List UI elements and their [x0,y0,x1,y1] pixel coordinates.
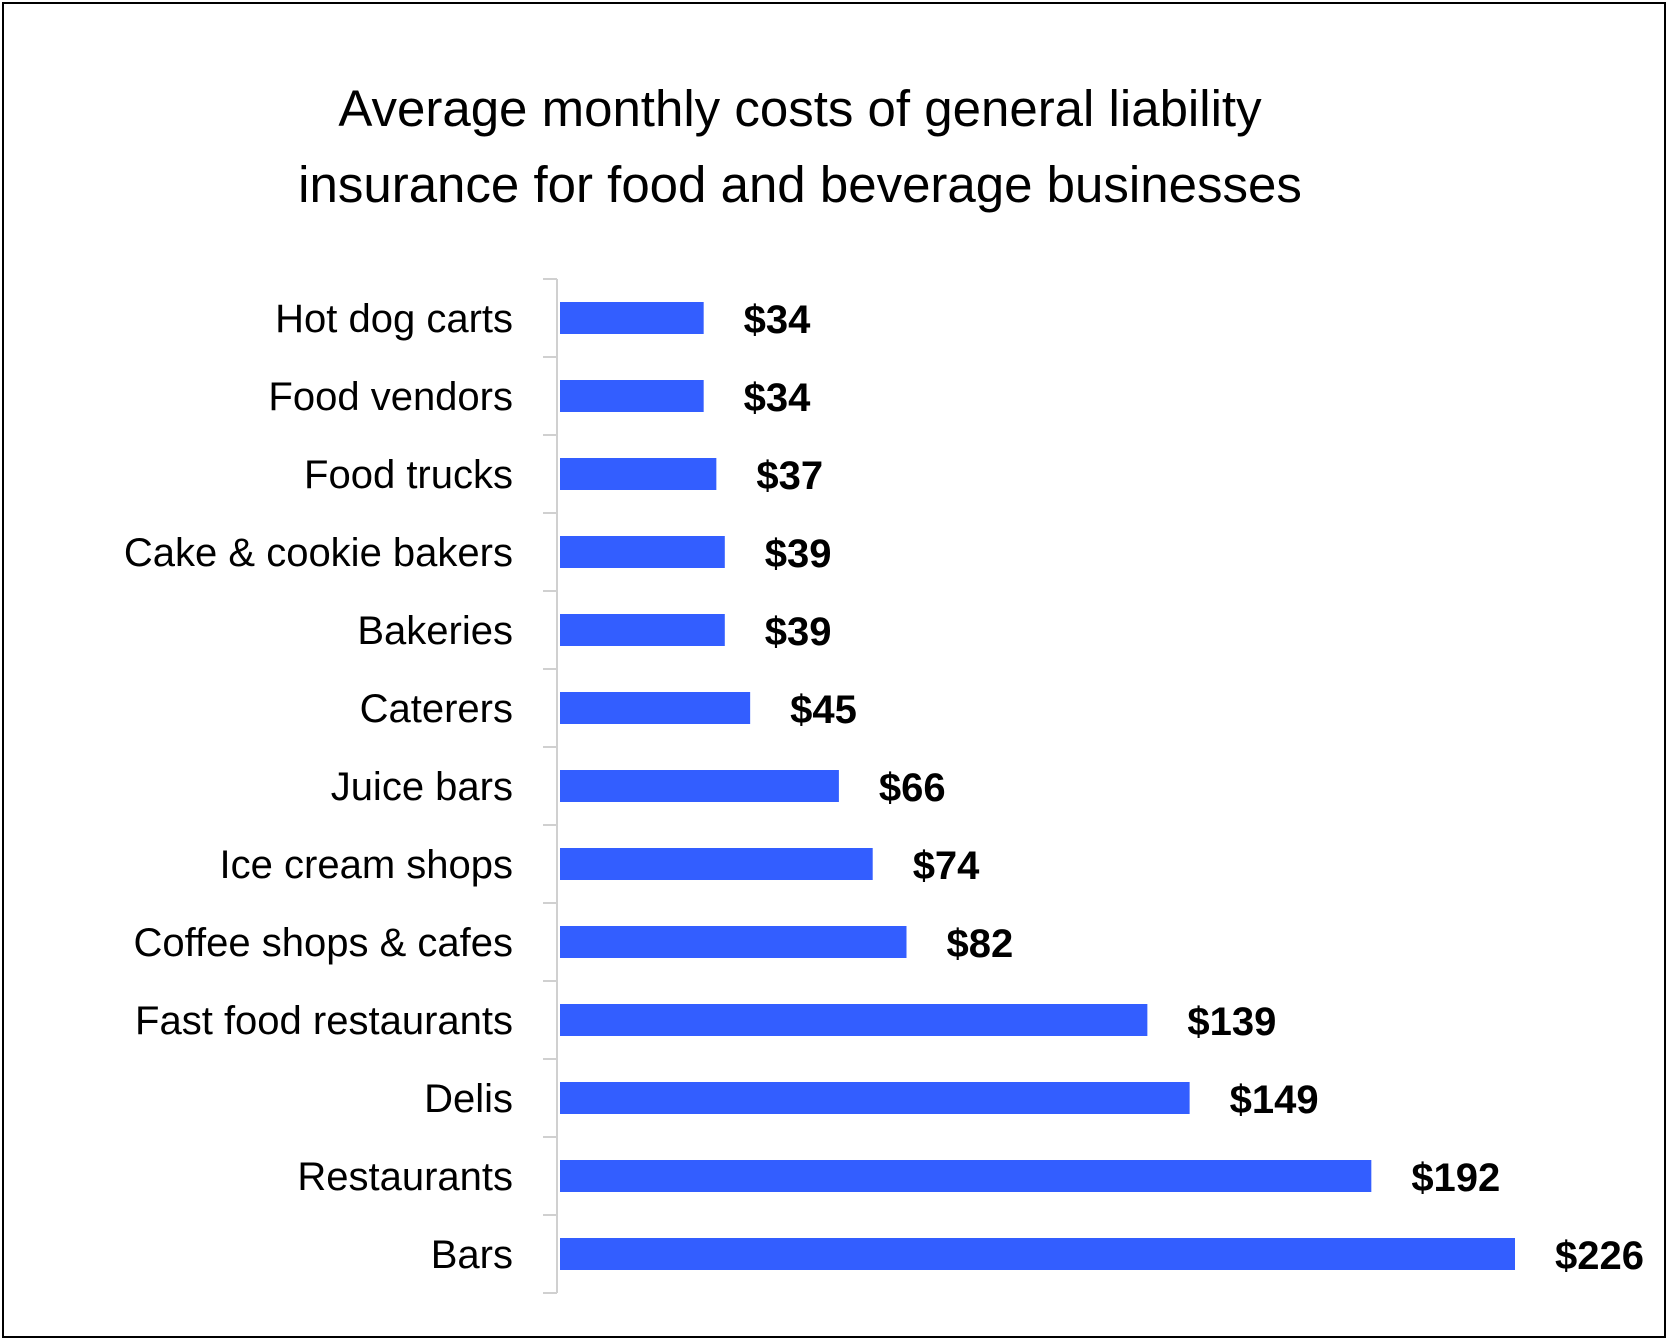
category-label: Delis [424,1077,513,1121]
bar [560,770,839,802]
bar [560,458,717,490]
category-label: Food vendors [268,375,513,419]
category-label: Ice cream shops [220,843,513,887]
category-label: Cake & cookie bakers [124,531,513,575]
value-label: $45 [790,688,857,732]
bar [560,692,751,724]
category-label: Bakeries [357,609,513,653]
value-label: $39 [765,532,832,576]
bar [560,302,704,334]
value-label: $139 [1187,1000,1276,1044]
value-label: $34 [744,298,811,342]
value-label: $82 [947,922,1014,966]
category-label: Juice bars [331,765,513,809]
category-label: Caterers [360,687,513,731]
bar [560,848,873,880]
category-label: Restaurants [297,1155,513,1199]
category-label: Hot dog carts [275,297,513,341]
bar [560,614,725,646]
category-label: Food trucks [304,453,513,497]
bar [560,536,725,568]
bar-chart: Average monthly costs of general liabili… [124,80,1644,1294]
category-label: Bars [431,1233,513,1277]
value-label: $66 [879,766,946,810]
value-label: $226 [1555,1234,1644,1278]
value-label: $34 [744,376,811,420]
bar [560,926,907,958]
bar [560,380,704,412]
value-label: $37 [756,454,823,498]
chart-title-line-2: insurance for food and beverage business… [298,156,1302,213]
bars [560,302,1515,1270]
chart-title-line-1: Average monthly costs of general liabili… [338,80,1262,137]
value-label: $192 [1411,1156,1500,1200]
category-axis [543,278,558,1294]
value-label: $149 [1230,1078,1319,1122]
category-label: Coffee shops & cafes [134,921,514,965]
value-label: $39 [765,610,832,654]
category-label: Fast food restaurants [135,999,513,1043]
value-label: $74 [913,844,980,888]
category-labels: Hot dog carts Food vendors Food trucks Cake… [124,297,513,1277]
bar [560,1082,1190,1114]
bar [560,1004,1148,1036]
value-labels: $34 $34 $37 $39 $39 $45 $66 $74 $82 $139 $149 $192 $… [744,298,1644,1278]
bar [560,1238,1515,1270]
bar [560,1160,1372,1192]
